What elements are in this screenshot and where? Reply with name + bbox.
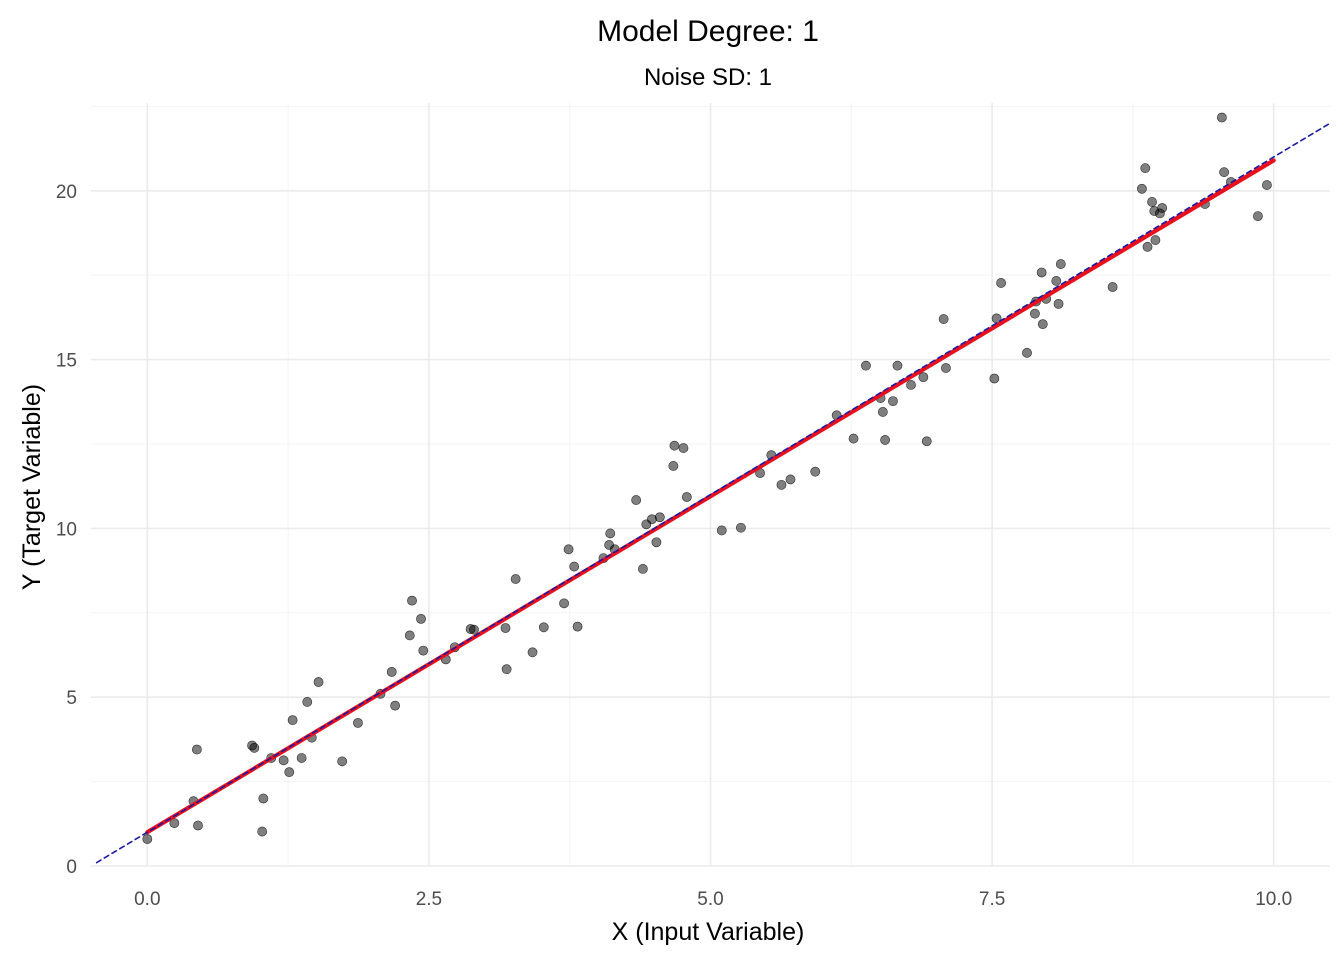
data-point <box>278 755 289 766</box>
data-point <box>302 697 313 707</box>
data-point <box>1055 259 1066 269</box>
data-point <box>638 564 648 574</box>
data-point <box>681 492 692 502</box>
x-tick-label: 10.0 <box>1255 889 1292 910</box>
data-point <box>418 645 429 656</box>
data-point <box>258 793 269 804</box>
data-point <box>501 664 512 675</box>
data-point <box>296 753 307 763</box>
data-point <box>716 525 727 536</box>
data-point <box>1022 347 1032 358</box>
data-point <box>1157 203 1168 213</box>
data-point <box>861 360 871 371</box>
data-point <box>651 537 662 548</box>
fitted-line <box>145 158 1276 835</box>
data-point <box>736 522 746 533</box>
data-point <box>877 407 888 417</box>
data-point <box>1219 167 1230 178</box>
data-point <box>284 767 295 778</box>
data-point <box>572 621 583 632</box>
data-point <box>938 314 949 324</box>
data-point <box>941 363 951 373</box>
x-tick-label: 7.5 <box>979 889 1005 910</box>
series-lines <box>95 122 1331 864</box>
x-axis-ticks: 0.0 2.5 5.0 7.5 10.0 <box>134 889 1292 910</box>
data-point <box>918 372 929 383</box>
data-point <box>1051 276 1062 286</box>
data-point <box>605 528 616 539</box>
x-tick-label: 5.0 <box>697 889 723 910</box>
data-point <box>500 623 511 633</box>
data-point <box>386 666 397 677</box>
data-point <box>678 443 689 453</box>
data-point <box>1142 241 1153 252</box>
data-point <box>1253 211 1263 221</box>
data-point <box>785 474 796 485</box>
data-point <box>193 820 203 831</box>
y-axis-ticks: 0 5 10 15 20 <box>56 182 77 878</box>
y-tick-label: 10 <box>56 519 77 540</box>
data-point <box>668 461 679 471</box>
data-point <box>888 396 898 407</box>
data-point <box>337 756 348 767</box>
x-tick-label: 0.0 <box>134 889 160 910</box>
data-point <box>921 436 932 447</box>
data-point <box>538 622 549 633</box>
data-point <box>353 717 363 728</box>
data-point <box>257 826 268 837</box>
data-point <box>527 647 538 658</box>
data-point <box>996 278 1007 288</box>
data-point <box>559 598 569 609</box>
data-point <box>880 435 890 445</box>
data-point <box>1262 180 1272 190</box>
data-point <box>191 744 202 755</box>
data-point <box>313 677 324 687</box>
data-point <box>1147 197 1157 207</box>
data-point <box>563 544 574 555</box>
data-point <box>407 595 417 606</box>
chart-title: Model Degree: 1 <box>597 15 819 48</box>
data-point <box>776 479 787 490</box>
data-point <box>390 700 401 711</box>
data-point <box>989 373 1000 384</box>
data-point <box>669 440 680 451</box>
data-point <box>848 433 859 444</box>
data-point <box>1136 183 1147 194</box>
data-point <box>569 561 580 572</box>
data-point <box>631 495 642 505</box>
data-point <box>1107 282 1118 292</box>
data-point <box>142 834 153 844</box>
data-point <box>287 715 298 726</box>
y-tick-label: 15 <box>56 351 77 372</box>
data-point <box>810 466 821 477</box>
data-point <box>654 512 665 523</box>
chart-subtitle: Noise SD: 1 <box>644 64 772 91</box>
data-point <box>1037 319 1048 330</box>
y-tick-label: 5 <box>66 688 77 709</box>
data-point <box>906 380 916 390</box>
data-point <box>416 613 426 624</box>
y-tick-label: 20 <box>56 182 77 203</box>
data-point <box>1036 267 1047 278</box>
y-axis-title: Y (Target Variable) <box>18 384 46 590</box>
grid <box>91 103 1330 867</box>
data-point <box>892 360 903 371</box>
data-point <box>1216 112 1227 123</box>
data-point <box>469 624 479 635</box>
y-tick-label: 0 <box>66 857 77 878</box>
x-tick-label: 2.5 <box>416 889 442 910</box>
x-axis-title: X (Input Variable) <box>612 918 805 946</box>
data-point <box>404 630 415 641</box>
data-point <box>1029 308 1040 319</box>
data-point <box>1140 163 1151 174</box>
data-point <box>249 742 260 753</box>
data-point <box>1053 298 1064 309</box>
true-function-line <box>95 122 1331 864</box>
data-point <box>510 574 521 584</box>
data-point <box>1150 235 1161 245</box>
